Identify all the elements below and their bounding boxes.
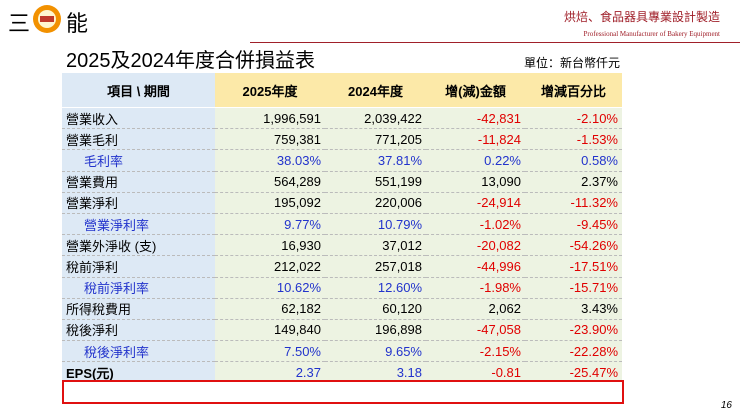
cell: -54.26%: [525, 234, 622, 257]
table-row: 營業費用 564,289 551,199 13,090 2.37%: [62, 171, 622, 193]
cell: 771,205: [325, 128, 426, 151]
cell: 9.65%: [325, 340, 426, 363]
logo: [33, 5, 61, 33]
table-row: 營業淨利 195,092 220,006 -24,914 -11.32%: [62, 192, 622, 214]
table-row: 稅前淨利率 10.62% 12.60% -1.98% -15.71%: [62, 277, 622, 299]
brand-right: 能: [66, 11, 89, 36]
table-row: 稅前淨利 212,022 257,018 -44,996 -17.51%: [62, 255, 622, 278]
cell: 3.43%: [525, 298, 622, 320]
cell: -9.45%: [525, 213, 622, 236]
cell: -17.51%: [525, 255, 622, 278]
income-table: 項目 \ 期間 2025年度 2024年度 增(減)金額 增減百分比 營業收入 1,996,…: [62, 73, 622, 383]
cell: 212,022: [215, 255, 325, 278]
cell: 759,381: [215, 128, 325, 151]
tagline-en: Professional Manufacturer of Bakery Equi…: [583, 30, 720, 38]
cell: 564,289: [215, 171, 325, 193]
header-rule: [250, 42, 740, 43]
row-label: EPS(元): [62, 361, 215, 383]
cell: 38.03%: [215, 149, 325, 172]
cell: -44,996: [426, 255, 525, 278]
brand-left: 三: [8, 11, 31, 36]
row-label: 營業收入: [62, 107, 215, 130]
title: 2025及2024年度合併損益表: [66, 50, 315, 72]
tagline: 烘焙、食品器具專業設計製造: [563, 10, 720, 24]
row-label: 稅後淨利率: [62, 340, 215, 363]
column-header: 2025年度: [215, 73, 325, 108]
row-label: 營業淨利率: [62, 213, 215, 236]
page-number: 16: [720, 400, 732, 411]
cell: 10.62%: [215, 277, 325, 299]
cell: 9.77%: [215, 213, 325, 236]
cell: 37.81%: [325, 149, 426, 172]
cell: 196,898: [325, 319, 426, 342]
cell: 60,120: [325, 298, 426, 320]
column-header: 增減百分比: [525, 73, 622, 108]
cell: 1,996,591: [215, 107, 325, 130]
cell: 149,840: [215, 319, 325, 342]
cell: 220,006: [325, 192, 426, 214]
row-label: 稅前淨利率: [62, 277, 215, 299]
cell: 12.60%: [325, 277, 426, 299]
cell: -15.71%: [525, 277, 622, 299]
row-label: 營業毛利: [62, 128, 215, 151]
unit: 單位：新台幣仟元: [523, 56, 620, 70]
cell: 0.22%: [426, 149, 525, 172]
cell: 3.18: [325, 361, 426, 383]
cell: -2.15%: [426, 340, 525, 363]
cell: 551,199: [325, 171, 426, 193]
table-row: 所得稅費用 62,182 60,120 2,062 3.43%: [62, 298, 622, 320]
cell: -24,914: [426, 192, 525, 214]
cell: 2.37%: [525, 171, 622, 193]
column-header: 項目 \ 期間: [62, 73, 215, 108]
cell: 7.50%: [215, 340, 325, 363]
cell: -1.02%: [426, 213, 525, 236]
cell: -47,058: [426, 319, 525, 342]
eps-highlight: [62, 380, 624, 404]
cell: 195,092: [215, 192, 325, 214]
cell: -2.10%: [525, 107, 622, 130]
column-header: 增(減)金額: [426, 73, 525, 108]
cell: 2,039,422: [325, 107, 426, 130]
cell: 257,018: [325, 255, 426, 278]
table-row: 稅後淨利率 7.50% 9.65% -2.15% -22.28%: [62, 340, 622, 363]
cell: 2.37: [215, 361, 325, 383]
column-header: 2024年度: [325, 73, 426, 108]
cell: 0.58%: [525, 149, 622, 172]
table-row: EPS(元) 2.37 3.18 -0.81 -25.47%: [62, 361, 622, 383]
table-row: 營業收入 1,996,591 2,039,422 -42,831 -2.10%: [62, 107, 622, 130]
table-row: 營業淨利率 9.77% 10.79% -1.02% -9.45%: [62, 213, 622, 236]
cell: 16,930: [215, 234, 325, 257]
table-row: 營業毛利 759,381 771,205 -11,824 -1.53%: [62, 128, 622, 151]
cell: -1.53%: [525, 128, 622, 151]
cell: -1.98%: [426, 277, 525, 299]
row-label: 所得稅費用: [62, 298, 215, 320]
row-label: 稅前淨利: [62, 255, 215, 278]
cell: 62,182: [215, 298, 325, 320]
cell: 10.79%: [325, 213, 426, 236]
cell: 37,012: [325, 234, 426, 257]
cell: -23.90%: [525, 319, 622, 342]
cell: -25.47%: [525, 361, 622, 383]
cell: -20,082: [426, 234, 525, 257]
cell: 2,062: [426, 298, 525, 320]
row-label: 營業淨利: [62, 192, 215, 214]
row-label: 毛利率: [62, 149, 215, 172]
table-row: 稅後淨利 149,840 196,898 -47,058 -23.90%: [62, 319, 622, 342]
row-label: 稅後淨利: [62, 319, 215, 342]
table-row: 毛利率 38.03% 37.81% 0.22% 0.58%: [62, 149, 622, 172]
cell: -42,831: [426, 107, 525, 130]
row-label: 營業費用: [62, 171, 215, 193]
cell: -11.32%: [525, 192, 622, 214]
cell: -11,824: [426, 128, 525, 151]
cell: -0.81: [426, 361, 525, 383]
cell: 13,090: [426, 171, 525, 193]
table-row: 營業外淨收 (支) 16,930 37,012 -20,082 -54.26%: [62, 234, 622, 257]
cell: -22.28%: [525, 340, 622, 363]
row-label: 營業外淨收 (支): [62, 234, 215, 257]
